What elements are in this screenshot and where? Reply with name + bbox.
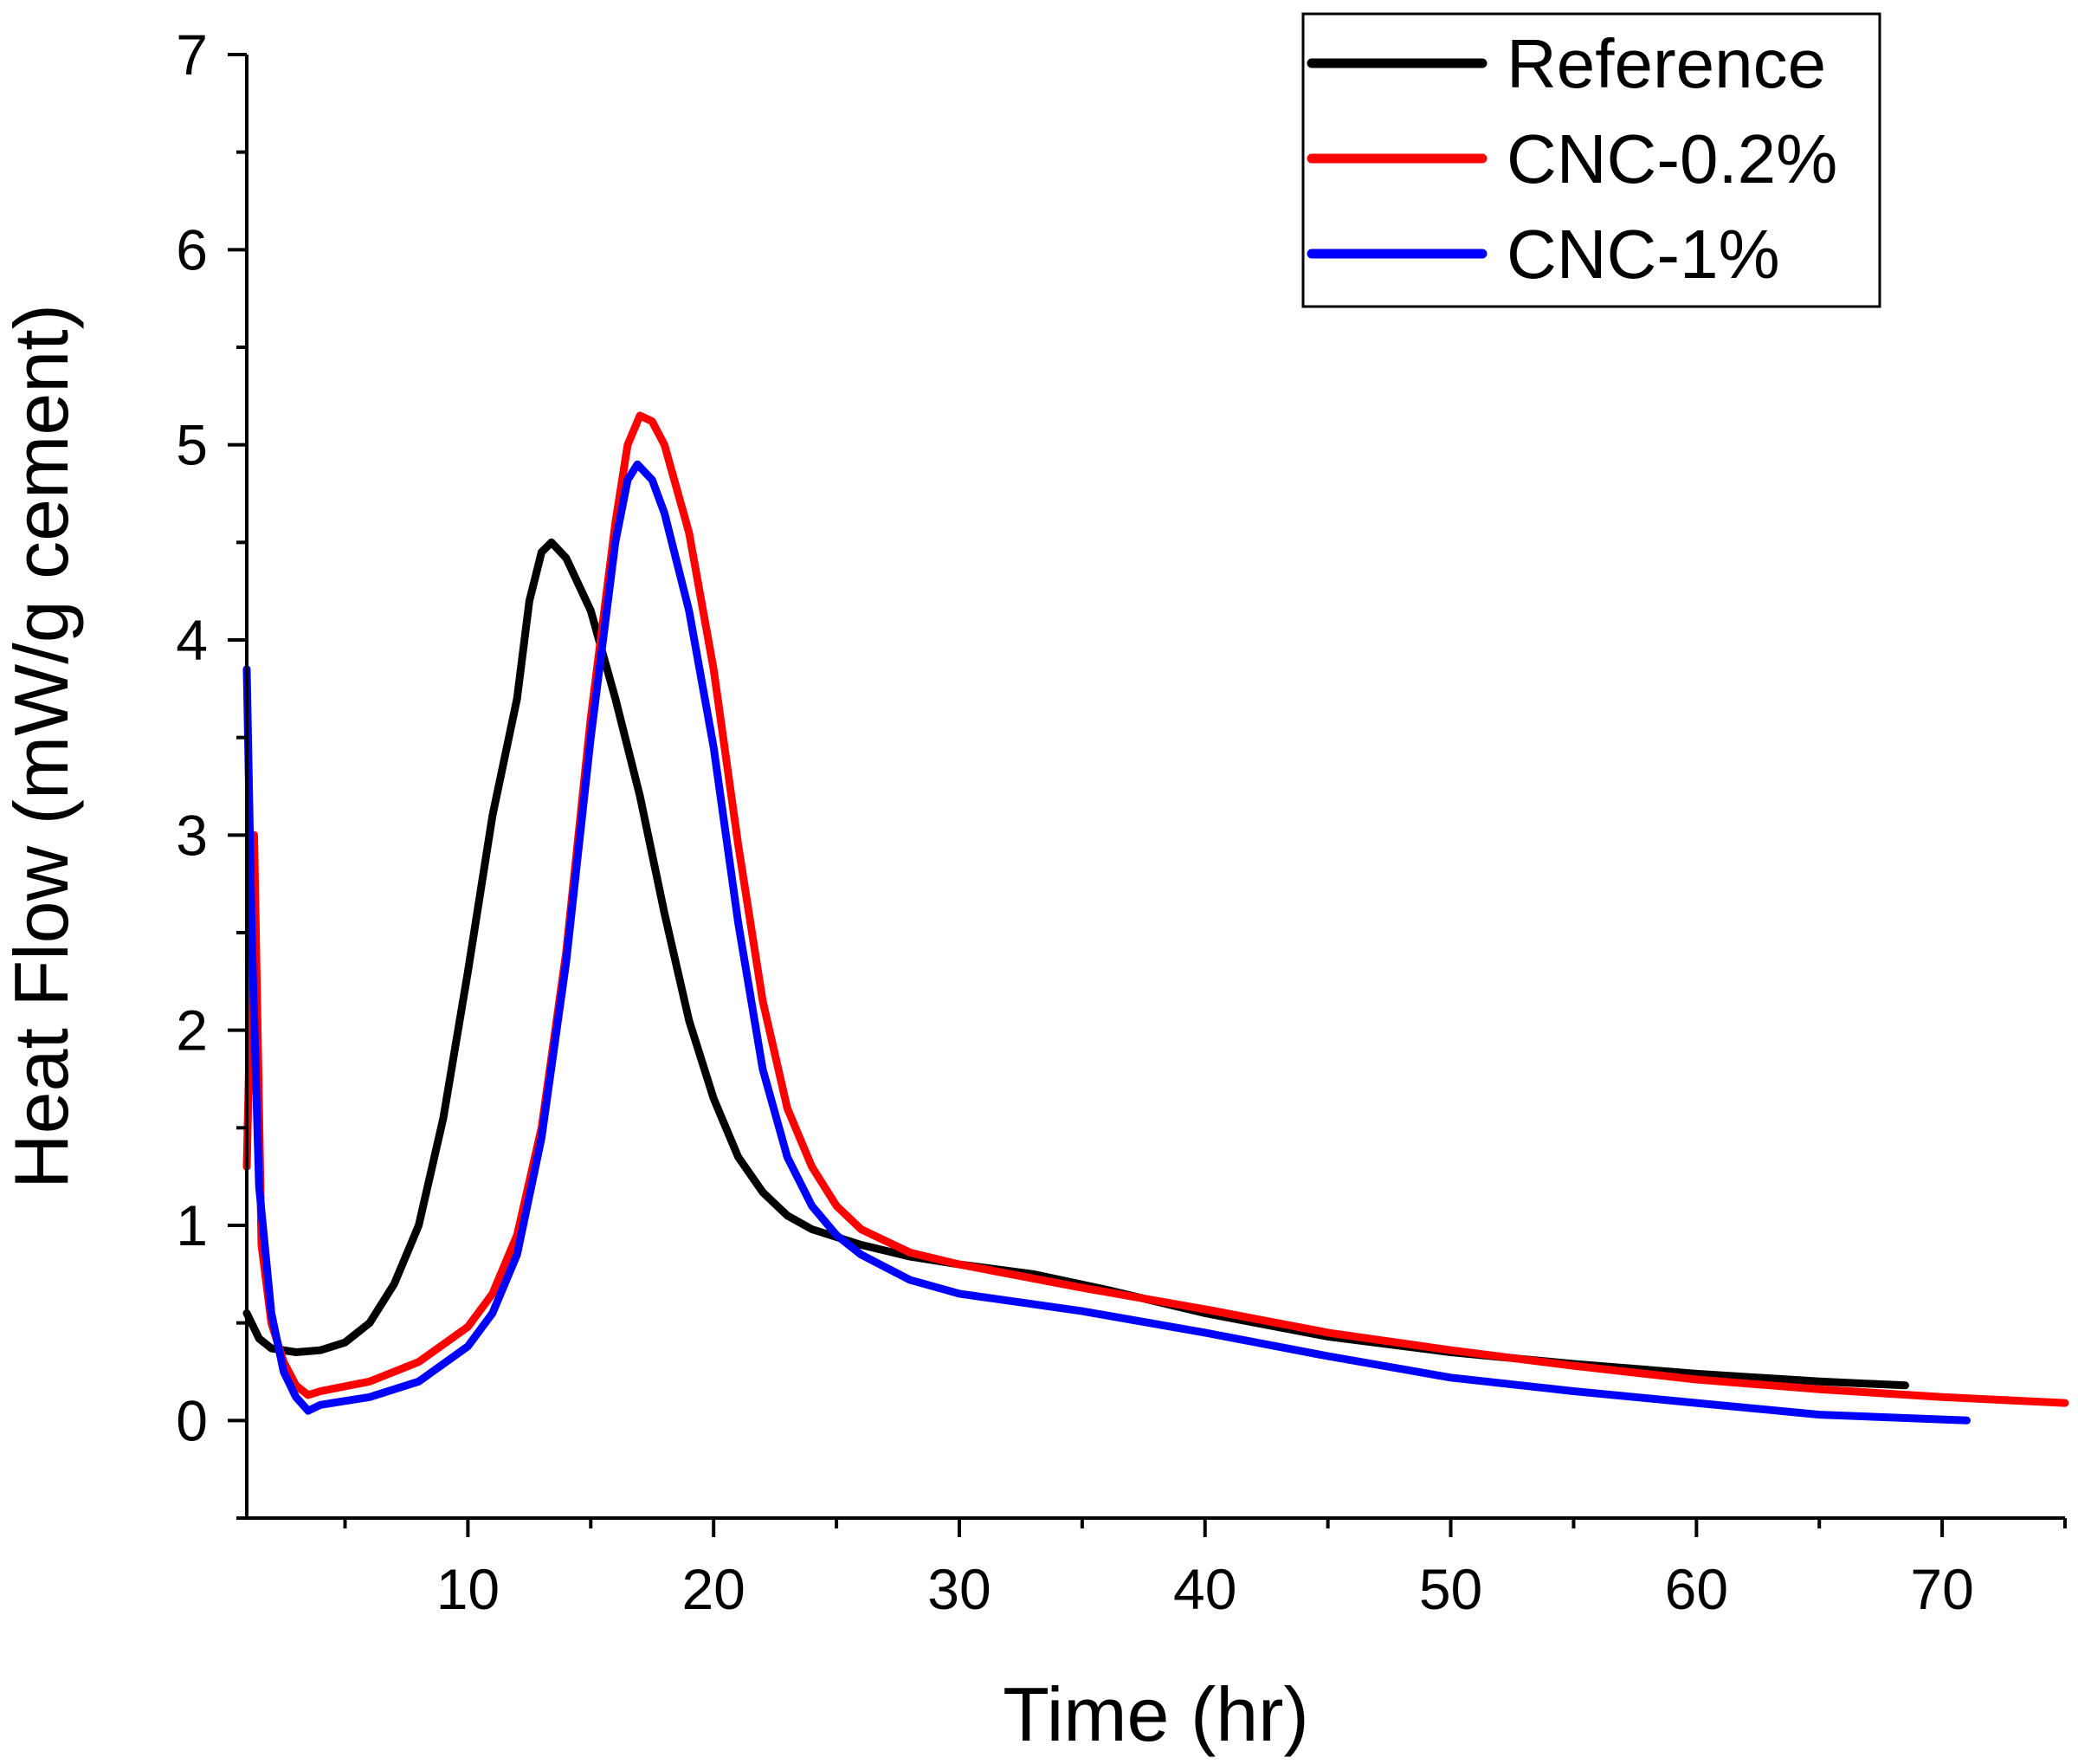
y-tick-label: 2 — [176, 998, 208, 1063]
ticks-layer: 0 1 2 3 4 5 6 7 10 20 30 40 50 60 70 — [176, 23, 2067, 1621]
x-tick-label: 50 — [1419, 1557, 1482, 1621]
legend-label-reference: Reference — [1507, 25, 1826, 102]
legend-label-cnc-0-2-: CNC-0.2% — [1507, 120, 1837, 197]
x-axis-title: Time (hr) — [1003, 1671, 1309, 1757]
legend-label-cnc-1-: CNC-1% — [1507, 216, 1780, 293]
x-tick-label: 20 — [681, 1557, 745, 1621]
y-tick-label: 3 — [176, 803, 208, 867]
series-line-cnc-0-2- — [242, 411, 2069, 1407]
y-tick-label: 7 — [176, 23, 208, 87]
x-tick-label: 60 — [1665, 1557, 1728, 1621]
x-tick-label: 40 — [1173, 1557, 1236, 1621]
y-tick-label: 4 — [176, 608, 208, 672]
x-tick-label: 30 — [927, 1557, 991, 1621]
legend-items: Reference CNC-0.2% CNC-1% — [1307, 25, 1837, 293]
series-line-cnc-1- — [242, 460, 1971, 1425]
series-layer — [242, 411, 2069, 1425]
y-tick-label: 1 — [176, 1193, 208, 1257]
x-tick-label: 10 — [436, 1557, 500, 1621]
y-tick-label: 6 — [176, 217, 208, 281]
y-axis-title: Heat Flow (mW/g cement) — [0, 304, 84, 1189]
y-tick-label: 0 — [176, 1388, 208, 1452]
y-tick-label: 5 — [176, 413, 208, 477]
x-tick-label: 70 — [1910, 1557, 1973, 1621]
axes-layer — [245, 55, 2065, 1520]
legend: Reference CNC-0.2% CNC-1% — [1301, 12, 1881, 308]
